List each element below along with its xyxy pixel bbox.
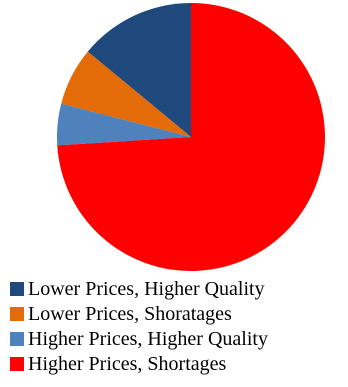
pie-slice (57, 3, 325, 271)
pie-slice (87, 3, 191, 137)
legend-item: Lower Prices, Higher Quality (10, 276, 348, 301)
legend-item: Lower Prices, Shoratages (10, 301, 348, 326)
legend-label: Higher Prices, Shortages (28, 352, 227, 375)
pie-slice (56, 103, 191, 146)
chart-legend: Lower Prices, Higher Quality Lower Price… (10, 276, 348, 376)
legend-item: Higher Prices, Higher Quality (10, 326, 348, 351)
legend-swatch (10, 281, 24, 296)
legend-label: Higher Prices, Higher Quality (28, 327, 268, 350)
legend-item: Higher Prices, Shortages (10, 351, 348, 376)
legend-label: Lower Prices, Shoratages (28, 302, 232, 325)
pie-slice (61, 51, 192, 138)
legend-swatch (10, 331, 24, 346)
legend-swatch (10, 306, 24, 321)
pie-plot-area (56, 3, 325, 271)
legend-label: Lower Prices, Higher Quality (28, 277, 265, 300)
legend-swatch (10, 356, 24, 371)
